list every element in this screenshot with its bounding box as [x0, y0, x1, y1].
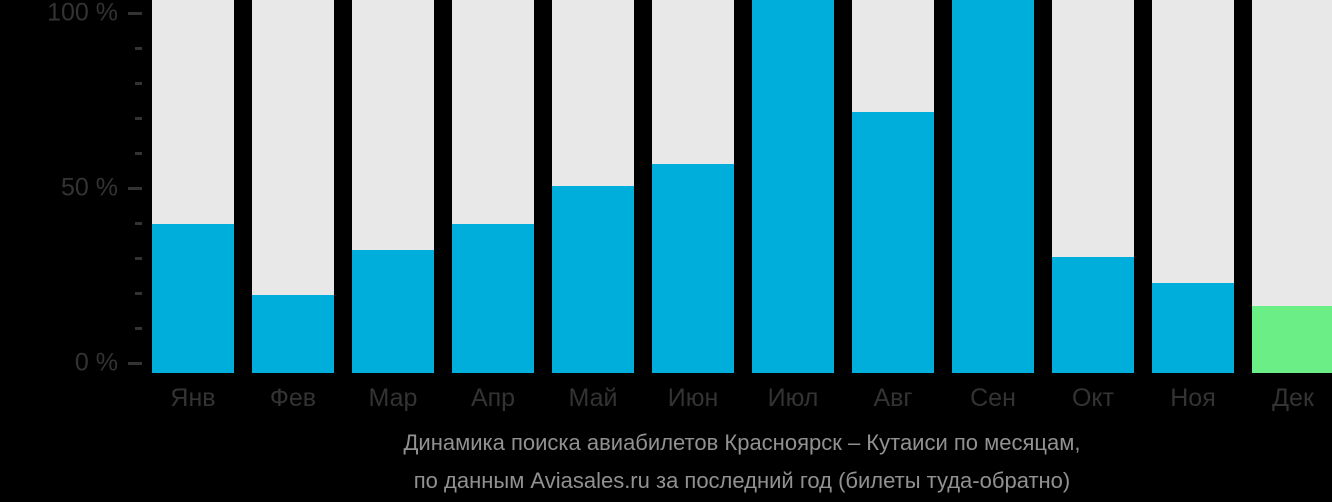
bar-oct: [1052, 257, 1134, 373]
x-axis-label-nov: Ноя: [1170, 384, 1216, 412]
y-axis-minor-tick-30: [135, 257, 142, 260]
x-axis-label-jul: Июл: [767, 384, 819, 412]
bar-apr: [452, 224, 534, 373]
y-axis-label-0: 0 %: [74, 348, 118, 377]
bar-nov: [1152, 283, 1234, 373]
bar-dec: [1252, 306, 1332, 373]
y-axis-minor-tick-10: [135, 327, 142, 330]
bar-sep: [952, 0, 1034, 373]
chart-caption: Динамика поиска авиабилетов Красноярск –…: [152, 424, 1332, 500]
y-axis-major-tick-100: [128, 12, 142, 15]
bar-aug: [852, 112, 934, 373]
x-axis-label-dec: Дек: [1272, 384, 1314, 412]
bar-mar: [352, 250, 434, 373]
x-axis-label-mar: Мар: [368, 384, 418, 412]
plot-area: 100 % 50 % 0 %: [47, 0, 1332, 377]
x-axis-label-apr: Апр: [470, 384, 516, 412]
y-axis-major-tick-0: [128, 362, 142, 365]
x-axis-label-aug: Авг: [873, 384, 913, 412]
bar-jan: [152, 224, 234, 373]
y-axis-minor-tick-70: [135, 117, 142, 120]
y-axis-minor-tick-20: [135, 292, 142, 295]
x-axis-label-oct: Окт: [1071, 384, 1115, 412]
x-axis-label-jan: Янв: [170, 384, 216, 412]
y-axis-minor-tick-80: [135, 82, 142, 85]
y-axis-label-50: 50 %: [61, 173, 118, 202]
bar-jul: [752, 0, 834, 373]
bar-feb: [252, 295, 334, 373]
x-axis-label-feb: Фев: [269, 384, 317, 412]
x-axis-label-sep: Сен: [970, 384, 1016, 412]
y-axis-label-100: 100 %: [47, 0, 118, 27]
x-axis-label-jun: Июн: [667, 384, 719, 412]
y-axis-major-tick-50: [128, 187, 142, 190]
x-axis-label-may: Май: [568, 384, 618, 412]
y-axis-minor-tick-60: [135, 152, 142, 155]
chart-subtitle: по данным Aviasales.ru за последний год …: [413, 468, 1071, 493]
y-axis-minor-tick-90: [135, 47, 142, 50]
y-axis-minor-tick-40: [135, 222, 142, 225]
chart-title: Динамика поиска авиабилетов Красноярск –…: [403, 430, 1081, 455]
bar-may: [552, 186, 634, 373]
bar-jun: [652, 164, 734, 373]
